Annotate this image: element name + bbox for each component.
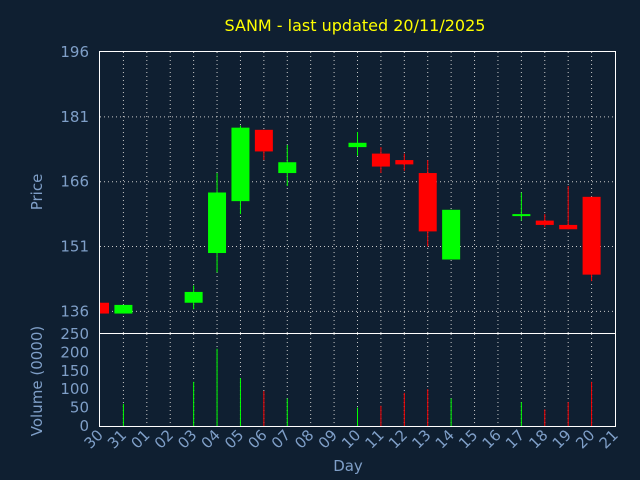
volume-bars (122, 348, 593, 426)
candle-body (559, 224, 578, 230)
x-tick-label: 20 (572, 426, 598, 452)
x-tick-label: 04 (198, 426, 224, 452)
price-tick-label: 151 (60, 238, 89, 256)
volume-panel-frame (99, 333, 616, 427)
candle-body (184, 291, 203, 303)
x-tick-label: 31 (104, 426, 130, 452)
candle-body (418, 173, 437, 232)
x-tick-label: 12 (385, 426, 411, 452)
volume-axis-label: Volume (0000) (28, 326, 46, 436)
chart-title: SANM - last updated 20/11/2025 (225, 16, 486, 35)
candle-body (535, 220, 554, 225)
candle-body (371, 153, 390, 167)
price-axis: 136 151 166 181 196 (60, 43, 89, 320)
volume-tick-label: 100 (60, 380, 89, 398)
x-tick-label: 15 (455, 426, 481, 452)
candles (99, 125, 601, 314)
candle-body (100, 302, 109, 314)
x-tick-label: 10 (338, 426, 364, 452)
x-tick-label: 14 (432, 426, 458, 452)
candle-body (208, 192, 227, 254)
candle-body (442, 209, 461, 260)
x-tick-label: 13 (408, 426, 434, 452)
price-tick-label: 181 (60, 108, 89, 126)
x-tick-label: 03 (174, 426, 200, 452)
x-tick-label: 05 (221, 426, 247, 452)
candle-body (254, 129, 273, 152)
candle-body (348, 142, 367, 148)
price-tick-label: 196 (60, 43, 89, 61)
price-tick-label: 166 (60, 173, 89, 191)
volume-tick-label: 50 (70, 399, 89, 417)
x-tick-label: 21 (596, 426, 622, 452)
candle-body (114, 304, 133, 314)
candle-body (231, 127, 250, 202)
candle-body (278, 162, 297, 174)
x-tick-label: 11 (362, 426, 388, 452)
x-axis-label: Day (333, 457, 363, 475)
x-axis: 3031010203040506070809101112131415161718… (81, 426, 622, 452)
candle-body (582, 196, 601, 275)
x-tick-label: 01 (127, 426, 153, 452)
x-tick-label: 02 (151, 426, 177, 452)
volume-tick-label: 0 (79, 417, 89, 435)
price-tick-label: 136 (60, 302, 89, 320)
volume-tick-label: 200 (60, 343, 89, 361)
x-tick-label: 08 (291, 426, 317, 452)
price-grid (100, 52, 615, 333)
volume-tick-label: 250 (60, 325, 89, 343)
x-tick-label: 09 (315, 426, 341, 452)
x-tick-label: 17 (502, 426, 528, 452)
candle-body (395, 160, 414, 165)
x-tick-label: 19 (549, 426, 575, 452)
x-tick-label: 06 (244, 426, 270, 452)
x-tick-label: 18 (525, 426, 551, 452)
candle-body (512, 214, 531, 217)
price-axis-label: Price (28, 174, 46, 211)
x-tick-label: 07 (268, 426, 294, 452)
x-tick-label: 16 (479, 426, 505, 452)
volume-tick-label: 150 (60, 362, 89, 380)
